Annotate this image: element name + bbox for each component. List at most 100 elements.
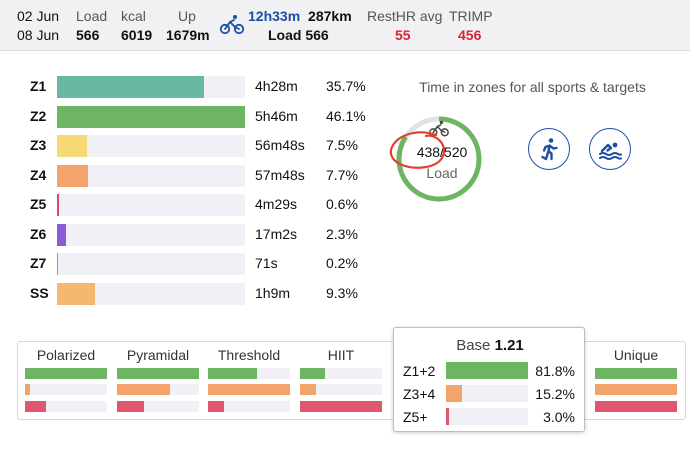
running-button[interactable] [528,128,570,170]
resthr-label: RestHR avg [367,8,443,24]
distribution-bar-track [208,368,290,379]
distribution-bar-track [25,368,107,379]
bicycle-icon [220,15,244,35]
zone-bar-fill [57,283,95,305]
zone-percent: 35.7% [326,78,366,94]
zone-name: Z7 [30,255,47,271]
bike-time: 12h33m [248,8,301,24]
trimp-stat: TRIMP 456 [449,7,493,45]
distribution-bar-track [595,368,677,379]
distribution-bar-track [25,401,107,412]
zone-row[interactable]: Z1 4h28m 35.7% [0,76,380,98]
zone-percent: 0.6% [326,196,358,212]
distribution-bar-fill [25,384,30,395]
trimp-label: TRIMP [449,8,493,24]
zone-bar-fill [57,106,245,128]
distribution-bar-fill [595,401,677,412]
zone-bar-track [57,135,245,157]
tooltip-row: Z5+ 3.0% [394,408,586,426]
dist-title-pyramidal: Pyramidal [126,347,190,363]
zone-bar-track [57,106,245,128]
distribution-bar-track [300,368,382,379]
tooltip-row-name: Z1+2 [403,363,436,379]
zone-time: 5h46m [255,108,298,124]
zone-name: Z2 [30,108,47,124]
zone-row[interactable]: Z7 71s 0.2% [0,253,380,275]
gauge-progress [396,116,482,202]
distribution-bar-fill [117,384,171,395]
zone-bar-track [57,76,245,98]
gauge-label: Load [426,165,458,181]
elevation-stat: Up 1679m [166,7,210,45]
distribution-bar-track [300,384,382,395]
zone-row[interactable]: Z3 56m48s 7.5% [0,135,380,157]
zone-bar-track [57,224,245,246]
distribution-bar-fill [208,401,225,412]
date-range[interactable]: 02 Jun 08 Jun [17,7,59,45]
zone-bar-track [57,194,245,216]
zone-row[interactable]: Z6 17m2s 2.3% [0,224,380,246]
summary-header: 02 Jun 08 Jun Load 566 kcal 6019 Up 1679… [0,0,690,51]
load-stat: Load 566 [76,7,107,45]
tooltip-title: Base 1.21 [394,337,586,354]
dist-title-hiit: HIIT [327,347,355,363]
zone-name: Z3 [30,137,47,153]
red-circle-annotation [389,131,446,169]
distribution-bar-track [300,401,382,412]
zone-bar-fill [57,194,60,216]
zone-bar-fill [57,165,89,187]
zone-percent: 7.5% [326,137,358,153]
kcal-label: kcal [121,8,146,24]
tooltip-bar-track [446,385,528,402]
tooltip-row-name: Z3+4 [403,386,436,402]
zone-percent: 2.3% [326,226,358,242]
tooltip-bar-track [446,408,528,425]
zone-name: SS [30,285,49,301]
resthr-value: 55 [395,27,411,43]
zone-row[interactable]: SS 1h9m 9.3% [0,283,380,305]
kcal-value: 6019 [121,27,153,43]
zone-time: 17m2s [255,226,298,242]
zone-row[interactable]: Z2 5h46m 46.1% [0,106,380,128]
tooltip-bar-track [446,362,528,379]
gauge-value: 438/520 [416,144,468,160]
zone-percent: 7.7% [326,167,358,183]
up-label: Up [178,8,196,24]
tooltip-bar-fill [446,385,462,402]
distribution-bar-track [117,368,199,379]
dist-title-polarized: Polarized [36,347,96,363]
distribution-bar-track [595,401,677,412]
bike-distance: 287km [308,8,352,24]
bike-stat[interactable]: 12h33m 287km Load 566 [248,7,352,45]
distribution-bar-track [117,401,199,412]
zone-row[interactable]: Z4 57m48s 7.7% [0,165,380,187]
swimming-button[interactable] [589,128,631,170]
time-in-zones-title: Time in zones for all sports & targets [419,79,646,95]
zone-time: 56m48s [255,137,305,153]
distribution-bar-fill [25,368,107,379]
zone-bar-fill [57,224,67,246]
zone-name: Z5 [30,196,47,212]
zone-bar-track [57,253,245,275]
zone-percent: 9.3% [326,285,358,301]
distribution-bar-track [595,384,677,395]
zone-bar-track [57,165,245,187]
distribution-bar-track [25,384,107,395]
distribution-bar-fill [117,401,145,412]
zone-bar-track [57,283,245,305]
zone-percent: 46.1% [326,108,366,124]
tooltip-row-name: Z5+ [403,409,428,425]
load-gauge[interactable] [394,114,484,204]
zone-time: 4h28m [255,78,298,94]
distribution-bar-track [117,384,199,395]
dist-title-unique: Unique [613,347,659,363]
zone-row[interactable]: Z5 4m29s 0.6% [0,194,380,216]
up-value: 1679m [166,27,210,43]
distribution-bar-fill [117,368,199,379]
zone-bar-fill [57,253,59,275]
tooltip-bar-fill [446,408,450,425]
tooltip-bar-fill [446,362,528,379]
zone-name: Z6 [30,226,47,242]
distribution-bar-fill [595,384,677,395]
zone-time: 1h9m [255,285,291,301]
